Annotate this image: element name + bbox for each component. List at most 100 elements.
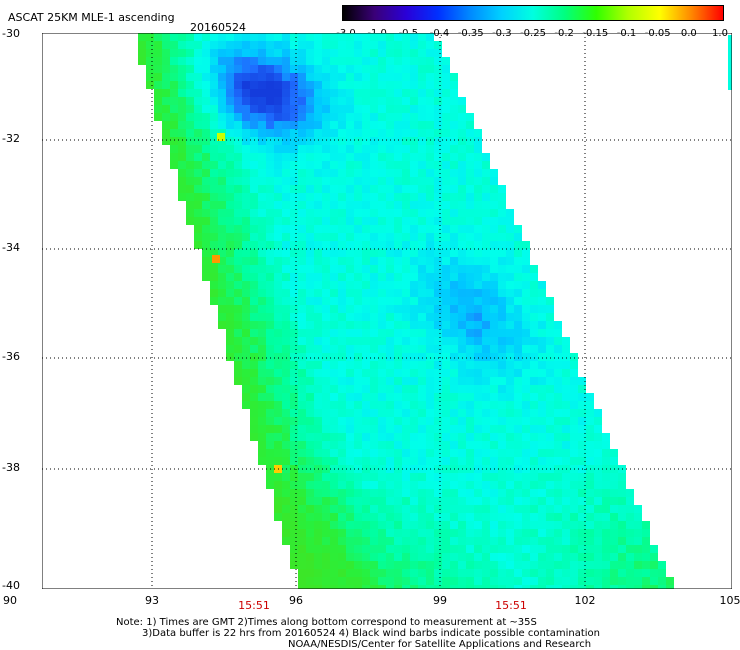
swath-cell bbox=[514, 529, 522, 537]
swath-cell bbox=[410, 513, 418, 521]
swath-cell bbox=[362, 361, 370, 369]
swath-cell bbox=[322, 561, 330, 569]
swath-cell bbox=[266, 449, 274, 457]
swath-cell bbox=[498, 545, 506, 553]
lon-label-105: 105 bbox=[719, 594, 740, 607]
swath-cell bbox=[346, 185, 354, 193]
swath-cell bbox=[458, 153, 466, 161]
swath-cell bbox=[594, 505, 602, 513]
swath-cell bbox=[538, 297, 546, 305]
swath-cell bbox=[290, 265, 298, 273]
swath-cell bbox=[450, 473, 458, 481]
swath-cell bbox=[314, 497, 322, 505]
swath-cell bbox=[186, 153, 194, 161]
swath-cell bbox=[282, 377, 290, 385]
swath-cell bbox=[306, 297, 314, 305]
swath-cell bbox=[306, 257, 314, 265]
swath-cell bbox=[514, 329, 522, 337]
swath-cell bbox=[442, 113, 450, 121]
swath-cell bbox=[514, 361, 522, 369]
swath-cell bbox=[514, 393, 522, 401]
swath-cell bbox=[450, 321, 458, 329]
swath-cell bbox=[162, 49, 170, 57]
swath-cell bbox=[546, 577, 554, 585]
swath-cell bbox=[250, 305, 258, 313]
swath-cell bbox=[226, 265, 234, 273]
swath-cell bbox=[346, 273, 354, 281]
swath-cell bbox=[338, 97, 346, 105]
swath-cell bbox=[506, 345, 514, 353]
swath-cell bbox=[474, 305, 482, 313]
swath-cell bbox=[346, 41, 354, 49]
swath-cell bbox=[410, 505, 418, 513]
swath-cell bbox=[202, 33, 210, 41]
swath-cell bbox=[226, 345, 234, 353]
swath-cell bbox=[330, 577, 338, 585]
swath-cell bbox=[474, 233, 482, 241]
swath-cell bbox=[354, 105, 362, 113]
swath-cell bbox=[362, 505, 370, 513]
swath-cell bbox=[554, 433, 562, 441]
swath-cell bbox=[442, 561, 450, 569]
swath-cell bbox=[538, 281, 546, 289]
swath-cell bbox=[482, 313, 490, 321]
swath-cell bbox=[362, 489, 370, 497]
swath-cell bbox=[514, 577, 522, 585]
swath-cell bbox=[346, 361, 354, 369]
swath-cell bbox=[298, 281, 306, 289]
swath-cell bbox=[194, 209, 202, 217]
swath-cell bbox=[178, 177, 186, 185]
swath-cell bbox=[466, 185, 474, 193]
swath-cell bbox=[218, 313, 226, 321]
swath-cell bbox=[530, 529, 538, 537]
swath-cell bbox=[322, 65, 330, 73]
swath-cell bbox=[394, 241, 402, 249]
swath-cell bbox=[466, 305, 474, 313]
swath-cell bbox=[554, 529, 562, 537]
swath-cell bbox=[282, 537, 290, 545]
swath-cell bbox=[482, 441, 490, 449]
swath-cell bbox=[386, 489, 394, 497]
swath-cell bbox=[362, 193, 370, 201]
swath-cell bbox=[530, 321, 538, 329]
swath-cell bbox=[370, 233, 378, 241]
swath-cell bbox=[570, 497, 578, 505]
swath-cell bbox=[618, 585, 626, 589]
swath-cell bbox=[354, 209, 362, 217]
swath-cell bbox=[370, 33, 378, 41]
swath-cell bbox=[282, 505, 290, 513]
swath-cell bbox=[530, 329, 538, 337]
swath-cell bbox=[434, 113, 442, 121]
swath-cell bbox=[210, 177, 218, 185]
swath-cell bbox=[346, 169, 354, 177]
swath-cell bbox=[450, 489, 458, 497]
swath-cell bbox=[346, 65, 354, 73]
swath-cell bbox=[522, 521, 530, 529]
swath-cell bbox=[298, 129, 306, 137]
swath-cell bbox=[314, 121, 322, 129]
swath-cell bbox=[546, 369, 554, 377]
swath-cell bbox=[562, 385, 570, 393]
swath-cell bbox=[258, 457, 266, 465]
swath-cell bbox=[306, 521, 314, 529]
swath-cell bbox=[346, 81, 354, 89]
swath-cell bbox=[290, 249, 298, 257]
swath-cell bbox=[378, 233, 386, 241]
swath-cell bbox=[570, 553, 578, 561]
swath-cell bbox=[266, 289, 274, 297]
swath-cell bbox=[402, 569, 410, 577]
swath-cell bbox=[194, 201, 202, 209]
swath-cell bbox=[378, 417, 386, 425]
swath-cell bbox=[386, 201, 394, 209]
swath-cell bbox=[578, 569, 586, 577]
swath-cell bbox=[570, 505, 578, 513]
swath-cell bbox=[226, 73, 234, 81]
swath-cell bbox=[402, 49, 410, 57]
swath-cell bbox=[217, 133, 225, 141]
swath-cell bbox=[370, 433, 378, 441]
swath-cell bbox=[562, 345, 570, 353]
swath-cell bbox=[410, 321, 418, 329]
swath-cell bbox=[506, 265, 514, 273]
swath-cell bbox=[370, 145, 378, 153]
swath-cell bbox=[538, 569, 546, 577]
